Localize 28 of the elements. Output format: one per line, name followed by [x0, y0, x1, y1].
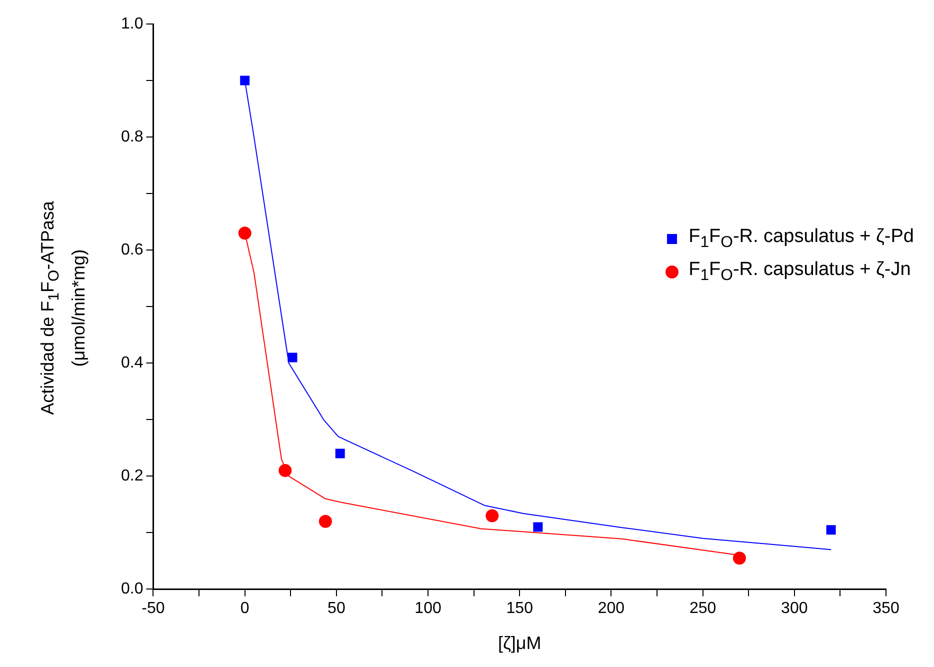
x-tick-label: 150: [506, 600, 534, 618]
point: [318, 514, 332, 528]
y-tick-label: 0.6: [120, 241, 144, 258]
point: [240, 76, 250, 86]
y-tick-label: 1.0: [120, 15, 144, 32]
point: [278, 464, 292, 478]
legend-label: F$_{1}$F$_{O}$-R. capsulatus + ζ-Jn: [688, 258, 911, 286]
x-axis-title: [ζ]μM: [498, 633, 542, 654]
point: [238, 226, 252, 240]
x-tick-label: -50: [142, 600, 165, 618]
legend-label: F$_{1}$F$_{O}$-R. capsulatus + ζ-Pd: [688, 225, 914, 253]
x-tick-label: 100: [414, 600, 442, 618]
x-tick-label: 300: [781, 600, 808, 618]
point: [335, 448, 345, 458]
point: [288, 352, 298, 362]
x-tick-label: 250: [689, 600, 716, 618]
x-tick-label: 50: [328, 600, 346, 618]
point: [826, 525, 836, 535]
point: [486, 509, 499, 522]
point: [533, 522, 543, 532]
x-tick-label: 350: [872, 600, 900, 618]
point: [732, 552, 746, 565]
y-tick-label: 0.2: [120, 468, 144, 485]
x-tick-label: 200: [598, 600, 625, 618]
y-tick-label: 0.0: [120, 580, 144, 598]
y-tick-label: 0.4: [120, 354, 144, 372]
y-tick-label: 0.8: [120, 128, 144, 146]
x-tick-label: 0: [240, 600, 250, 618]
